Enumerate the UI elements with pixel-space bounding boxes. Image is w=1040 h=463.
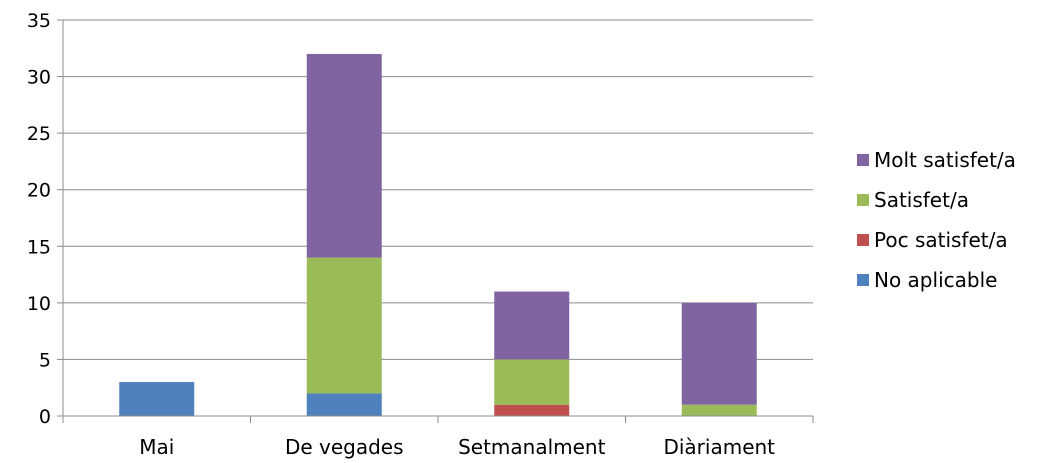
gridlines [63, 19, 813, 360]
bar-segment [494, 359, 570, 405]
x-category-label: Setmanalment [458, 435, 606, 459]
legend-swatch [857, 194, 869, 206]
bar-segment [119, 382, 195, 416]
legend-label: No aplicable [874, 268, 997, 292]
bar-segment [494, 291, 570, 360]
bar-segment [306, 257, 382, 394]
legend-label: Satisfet/a [874, 188, 969, 212]
legend-label: Poc satisfet/a [874, 228, 1008, 252]
y-axis-ticks: 0 5 10 15 20 25 30 35 [27, 10, 51, 428]
bar-segment [306, 393, 382, 416]
axes [57, 19, 814, 423]
bar-segment [681, 302, 757, 405]
y-tick-label: 0 [39, 406, 51, 428]
y-tick-label: 10 [27, 293, 51, 315]
y-tick-label: 25 [27, 123, 51, 145]
x-category-label: De vegades [285, 435, 404, 459]
legend-swatch [857, 234, 869, 246]
y-tick-label: 30 [27, 67, 51, 89]
bar-segment [306, 53, 382, 258]
bar-segment [494, 404, 570, 416]
x-axis-categories: Mai De vegades Setmanalment Diàriament [139, 435, 775, 459]
bar-segment [681, 404, 757, 416]
legend-item: Poc satisfet/a [857, 228, 1008, 252]
y-tick-label: 35 [27, 10, 51, 32]
legend: Molt satisfet/a Satisfet/a Poc satisfet/a N… [857, 148, 1016, 292]
legend-swatch [857, 274, 869, 286]
y-tick-label: 20 [27, 180, 51, 202]
legend-item: No aplicable [857, 268, 997, 292]
legend-label: Molt satisfet/a [874, 148, 1016, 172]
legend-swatch [857, 154, 869, 166]
x-category-label: Diàriament [663, 435, 775, 459]
x-category-label: Mai [139, 435, 174, 459]
bars [119, 53, 757, 416]
legend-item: Satisfet/a [857, 188, 969, 212]
y-tick-label: 15 [27, 236, 51, 258]
y-tick-label: 5 [39, 349, 51, 371]
legend-item: Molt satisfet/a [857, 148, 1016, 172]
